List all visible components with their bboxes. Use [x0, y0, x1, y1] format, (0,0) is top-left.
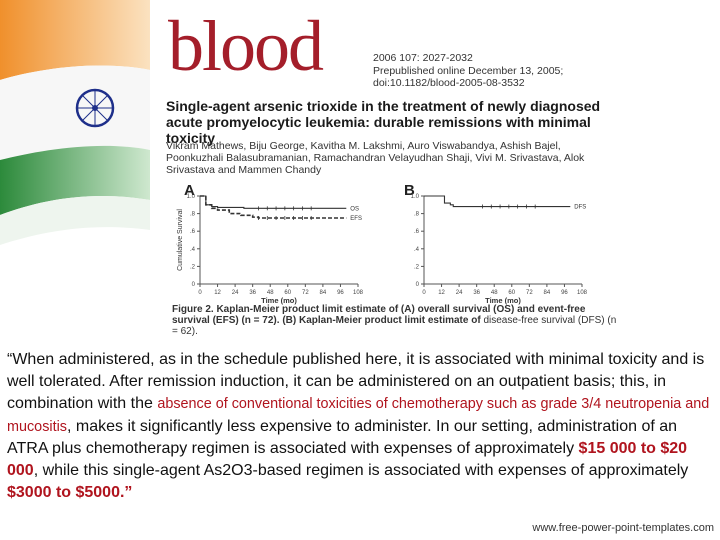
km-chart-b: 0 12 24 36 48 60 72 84 96 108 0 .2 .4 .6 .8 1.0 Time (mo… [396, 190, 606, 307]
x-tick-label: 108 [577, 290, 588, 296]
km-chart-a: 0 12 24 36 48 60 72 84 96 108 0 .2 .4 .6 .8 1.0 Time (mo… [172, 190, 382, 307]
panel-label-a: A [184, 182, 195, 199]
quote-cost-chemo: $15 000 to $20 000 [7, 439, 688, 480]
author-list: Vikram Mathews, Biju George, Kavitha M. … [166, 140, 585, 176]
ashoka-chakra-icon [75, 88, 115, 128]
y-tick-label: .4 [190, 247, 196, 253]
x-tick-label: 12 [438, 290, 445, 296]
panel-label-b: B [404, 182, 415, 199]
y-tick-label: .8 [190, 212, 196, 218]
quote-end: .” [119, 484, 133, 502]
paper-title: Single-agent arsenic trioxide in the tre… [166, 98, 601, 146]
x-tick-label: 96 [337, 290, 344, 296]
quote-text: “When administered, as in the schedule p… [7, 349, 717, 504]
caption-main: Figure 2. Kaplan-Meier product limit est… [172, 304, 586, 326]
y-tick-label: 1.0 [187, 194, 196, 200]
x-tick-label: 72 [302, 290, 309, 296]
x-tick-label: 72 [526, 290, 533, 296]
y-tick-label: .6 [414, 229, 420, 235]
x-tick-label: 36 [249, 290, 256, 296]
y-tick-label: .6 [190, 229, 196, 235]
footer-url: www.free-power-point-templates.com [532, 522, 714, 534]
x-tick-label: 96 [561, 290, 568, 296]
x-tick-label: 60 [284, 290, 291, 296]
km-chart-b-svg: 0 12 24 36 48 60 72 84 96 108 0 .2 .4 .6 .8 1.0 Time (mo… [411, 194, 588, 305]
y-tick-label: .2 [190, 264, 196, 270]
quote-part-1: “When administered, as in the schedule p… [7, 351, 705, 413]
citation-line: doi:10.1182/blood-2005-08-3532 [373, 77, 525, 89]
x-tick-label: 36 [473, 290, 480, 296]
x-tick-label: 24 [456, 290, 463, 296]
x-axis-label: Time (mo) [485, 296, 521, 305]
y-tick-label: .4 [414, 247, 420, 253]
quote-part-3: , while this single-agent As2O3-based re… [33, 462, 689, 480]
x-tick-label: 0 [422, 290, 426, 296]
y-axis-label: Cumulative Survival [177, 209, 184, 271]
figure-caption: Figure 2. Kaplan-Meier product limit est… [172, 304, 620, 337]
y-tick-label: 0 [416, 282, 420, 288]
y-tick-label: 0 [192, 282, 196, 288]
x-tick-label: 108 [353, 290, 364, 296]
quote-part-2: , makes it significantly less expensive … [7, 417, 678, 457]
series-line-os [200, 195, 347, 209]
x-tick-label: 12 [214, 290, 221, 296]
caption-rest: disease-free survival (DFS) (n = 62). [172, 315, 617, 337]
citation-line: Prepublished online December 13, 2005; [373, 64, 564, 77]
y-tick-label: 1.0 [411, 194, 420, 200]
y-tick-label: .2 [414, 264, 420, 270]
km-chart-a-svg: 0 12 24 36 48 60 72 84 96 108 0 .2 .4 .6 .8 1.0 Time (mo… [177, 194, 364, 305]
series-label-dfs: DFS [574, 205, 586, 211]
x-axis-label: Time (mo) [261, 296, 297, 305]
citation-line: 2006 107: 2027-2032 [373, 52, 473, 64]
quote-highlight: absence of conventional toxicities of ch… [7, 396, 710, 435]
quote-cost-arsenic: $3000 to $5000 [7, 484, 120, 502]
x-tick-label: 24 [232, 290, 239, 296]
journal-logo: blood [168, 6, 324, 86]
x-tick-label: 84 [544, 290, 551, 296]
x-tick-label: 48 [267, 290, 274, 296]
x-tick-label: 84 [320, 290, 327, 296]
journal-snapshot: blood 2006 107: 2027-2032 Prepublished o… [166, 6, 620, 340]
x-tick-label: 60 [508, 290, 515, 296]
series-line-dfs [424, 195, 571, 208]
series-label-efs: EFS [350, 216, 362, 222]
series-label-os: OS [350, 206, 359, 212]
x-tick-label: 0 [198, 290, 202, 296]
citation: 2006 107: 2027-2032 Prepublished online … [373, 52, 563, 90]
x-tick-label: 48 [491, 290, 498, 296]
y-tick-label: .8 [414, 212, 420, 218]
